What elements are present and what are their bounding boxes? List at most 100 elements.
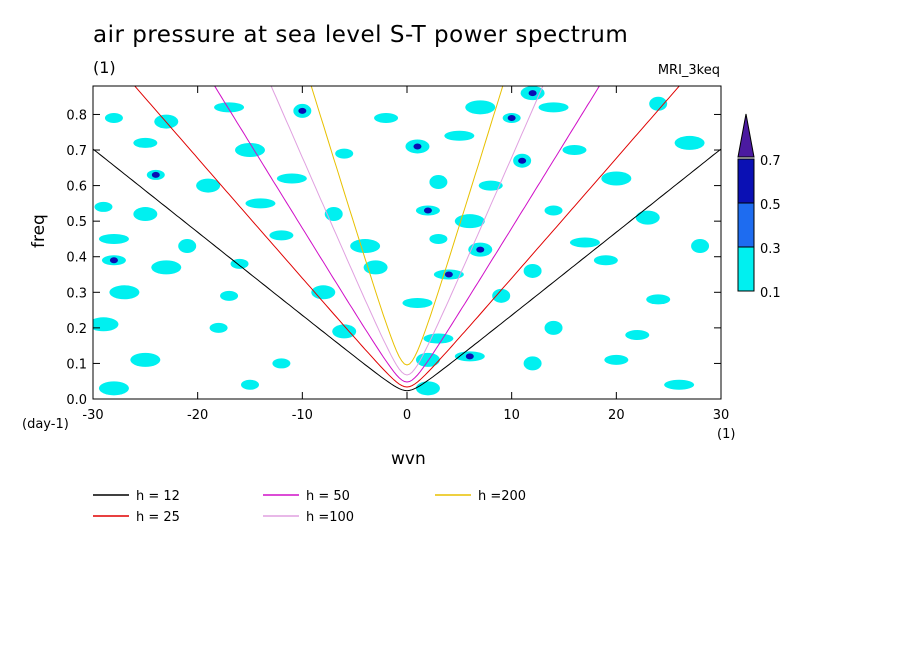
- legend: h = 12 h = 25 h = 50 h =100 h =200: [93, 489, 526, 525]
- contour-blob: [272, 358, 291, 369]
- contour-core: [444, 271, 453, 278]
- colorbar-segment: [737, 158, 755, 204]
- contour-blob: [350, 239, 381, 254]
- colorbar-label: 0.3: [760, 242, 781, 257]
- legend-label: h = 12: [136, 489, 180, 504]
- contour-fills: [93, 86, 710, 396]
- x-tick-label: -10: [292, 408, 313, 423]
- contour-blob: [335, 148, 354, 159]
- contour-blob: [133, 137, 158, 148]
- legend-label: h = 25: [136, 510, 180, 525]
- contour-blob: [94, 201, 113, 212]
- contour-core: [109, 257, 118, 264]
- y-tick-label: 0.4: [66, 251, 87, 266]
- contour-blob: [363, 260, 388, 275]
- colorbar-arrow: [737, 113, 755, 158]
- colorbar-label: 0.1: [760, 286, 781, 301]
- contour-blob: [220, 290, 239, 301]
- contour-blob: [104, 113, 123, 124]
- x-axis-label: wvn: [391, 449, 426, 469]
- legend-label: h =100: [306, 510, 354, 525]
- x-tick-label: 30: [713, 408, 730, 423]
- contour-blob: [332, 324, 357, 339]
- contour-core: [423, 207, 432, 214]
- contour-blob: [245, 198, 276, 209]
- colorbar-segment: [737, 246, 755, 292]
- contour-core: [507, 115, 516, 122]
- y-tick-label: 0.0: [66, 393, 87, 408]
- contour-blob: [646, 294, 671, 305]
- contour-blob: [444, 130, 475, 141]
- contour-blob: [241, 379, 259, 390]
- contour-blob: [593, 255, 618, 266]
- contour-blob: [98, 233, 129, 244]
- chart-title: air pressure at sea level S-T power spec…: [93, 22, 629, 48]
- contour-blob: [133, 207, 158, 222]
- contour-blob: [523, 356, 542, 371]
- contour-blob: [538, 102, 569, 113]
- y-tick-label: 0.7: [66, 144, 87, 159]
- y-axis-unit-label: (day-1): [22, 417, 69, 432]
- contour-blob: [276, 173, 307, 184]
- contour-blob: [544, 205, 563, 216]
- contour-core: [413, 143, 422, 150]
- contour-blob: [492, 288, 511, 303]
- contour-blob: [649, 96, 668, 111]
- y-tick-label: 0.1: [66, 357, 87, 372]
- contour-blob: [674, 135, 705, 150]
- dispersion-curves: [93, 86, 721, 392]
- contour-blob: [178, 239, 197, 254]
- contour-blob: [209, 322, 228, 333]
- contour-core: [528, 90, 537, 97]
- contour-blob: [235, 143, 265, 158]
- contour-blob: [691, 239, 710, 254]
- contour-blob: [625, 329, 650, 340]
- contour-core: [151, 171, 160, 178]
- contour-blob: [664, 379, 695, 390]
- colorbar-label: 0.5: [760, 198, 781, 213]
- x-tick-label: 10: [503, 408, 520, 423]
- contour-blob: [402, 297, 433, 308]
- chart-units: (1): [93, 58, 116, 77]
- contour-core: [465, 353, 474, 360]
- dispersion-curve: [93, 148, 721, 392]
- legend-label: h =200: [478, 489, 526, 504]
- colorbar-segment: [737, 202, 755, 248]
- colorbar-label: 0.7: [760, 154, 781, 169]
- contour-blob: [523, 263, 542, 278]
- contour-blob: [604, 354, 629, 365]
- contour-blob: [415, 381, 440, 396]
- x-tick-label: -20: [187, 408, 208, 423]
- contour-blob: [374, 113, 399, 124]
- dispersion-curve: [310, 86, 504, 366]
- x-tick-label: 20: [608, 408, 625, 423]
- contour-blob: [429, 175, 448, 190]
- y-tick-label: 0.6: [66, 180, 87, 195]
- contour-blob: [269, 230, 294, 241]
- y-tick-label: 0.5: [66, 215, 87, 230]
- dispersion-curve: [134, 86, 680, 388]
- dispersion-curve: [214, 86, 600, 383]
- model-name: MRI_3keq: [657, 63, 720, 78]
- x-tick-label: 0: [403, 408, 411, 423]
- contour-blob: [465, 100, 496, 115]
- dispersion-curve: [270, 86, 544, 376]
- contour-blob: [569, 237, 600, 248]
- contour-core: [298, 107, 307, 114]
- x-tick-label: -30: [82, 408, 103, 423]
- contour-blob: [423, 333, 454, 344]
- contour-core: [518, 157, 527, 164]
- contour-blob: [415, 352, 440, 367]
- contour-blob: [544, 320, 563, 335]
- contour-blob: [601, 171, 632, 186]
- contour-blob: [98, 381, 129, 396]
- y-tick-label: 0.8: [66, 108, 87, 123]
- y-axis: 0.0 0.1 0.2 0.3 0.4 0.5 0.6 0.7 0.8: [66, 108, 721, 408]
- colorbar: 0.1 0.3 0.5 0.7: [737, 113, 781, 301]
- contour-blob: [214, 102, 245, 113]
- contour-blob: [429, 233, 448, 244]
- contour-blob: [478, 180, 503, 191]
- y-tick-label: 0.2: [66, 322, 87, 337]
- contour-blob: [151, 260, 182, 275]
